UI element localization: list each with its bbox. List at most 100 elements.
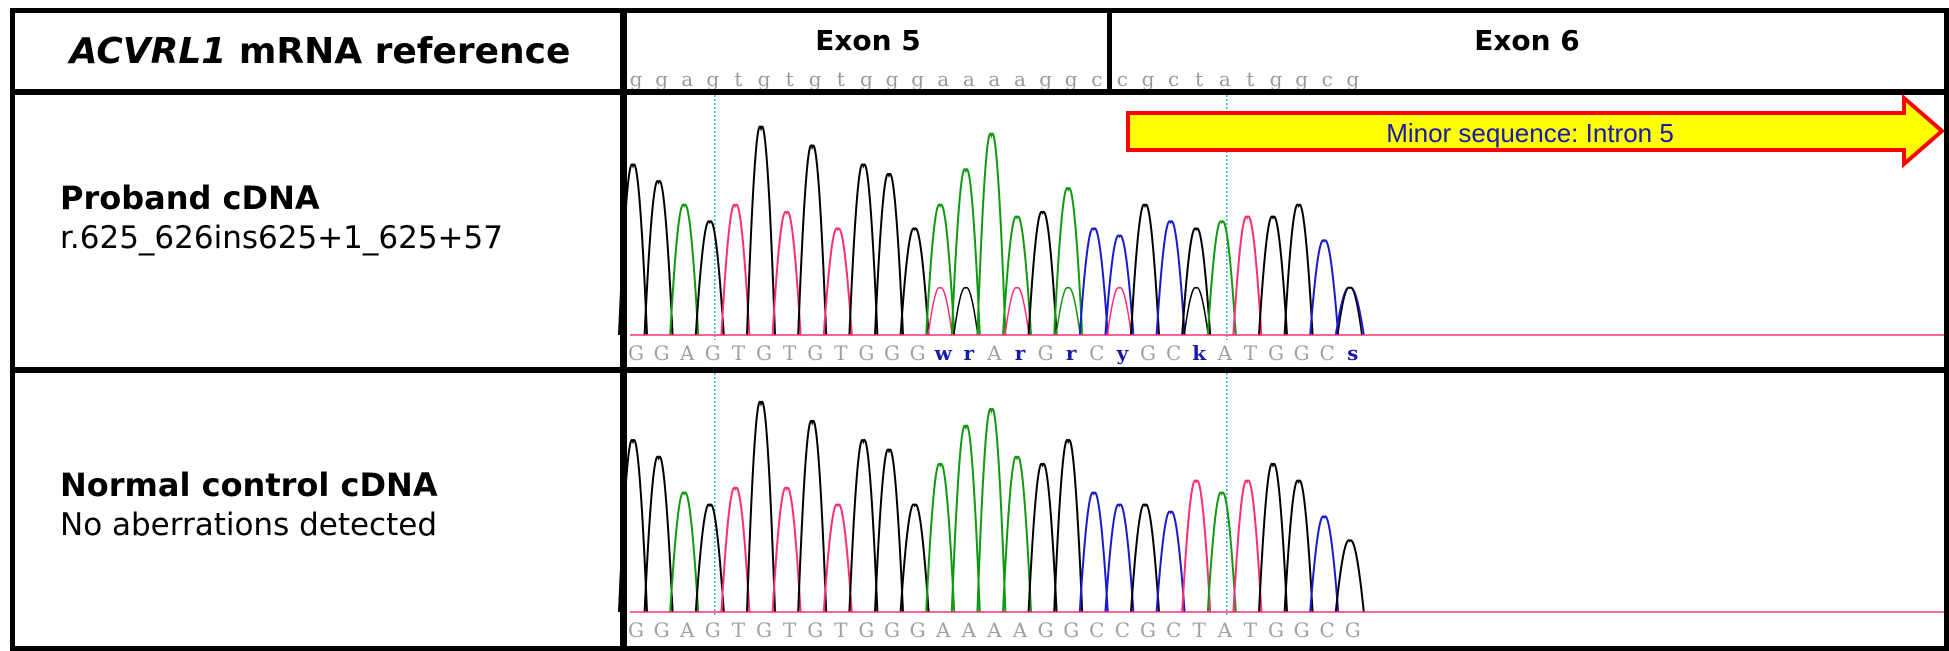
- base-call: C: [1320, 618, 1335, 642]
- exon-5-label: Exon 5: [815, 24, 921, 57]
- base-call: C: [1115, 618, 1130, 642]
- reference-base: a: [1219, 67, 1231, 91]
- base-call: A: [935, 618, 951, 642]
- reference-title: ACVRL1 mRNA reference: [14, 10, 626, 93]
- table-border-top: [12, 8, 1949, 13]
- chromatogram-peak: [669, 203, 700, 336]
- reference-base: g: [886, 67, 899, 91]
- chromatogram-peak: [746, 125, 776, 336]
- base-call: T: [1244, 618, 1258, 642]
- reference-base: c: [1091, 67, 1102, 91]
- reference-title-text: mRNA reference: [226, 31, 571, 72]
- base-call: G: [1140, 618, 1156, 642]
- chromatogram-peak: [1258, 215, 1288, 336]
- chromatogram-peak: [1155, 220, 1186, 336]
- chromatogram-peak: [950, 424, 981, 613]
- chromatogram-peak: [1181, 227, 1212, 336]
- chromatogram-peak: [1078, 491, 1109, 613]
- base-call: s: [1347, 341, 1358, 365]
- chromatogram-peak: [1206, 491, 1237, 613]
- chromatogram-peak: [1155, 510, 1186, 613]
- base-call: G: [1063, 618, 1079, 642]
- chromatogram-peak: [925, 462, 956, 613]
- chromatogram-secondary-peak: [1055, 286, 1081, 336]
- base-call: T: [834, 618, 848, 642]
- reference-base: g: [655, 67, 668, 91]
- chromatogram-peak: [1283, 479, 1314, 613]
- base-call: T: [834, 341, 848, 365]
- reference-base: g: [1295, 67, 1308, 91]
- reference-base: t: [1246, 67, 1254, 91]
- chromatogram-peak: [643, 455, 674, 613]
- base-call: G: [884, 341, 900, 365]
- reference-base: a: [937, 67, 949, 91]
- chromatogram-peak: [669, 491, 700, 613]
- chromatogram-peak: [720, 203, 751, 336]
- base-call: G: [1294, 341, 1310, 365]
- base-call: G: [1038, 341, 1054, 365]
- chromatogram-peak: [848, 438, 879, 613]
- chromatogram-secondary-peak: [1337, 286, 1363, 336]
- chromatogram-peak: [1309, 239, 1340, 336]
- reference-base: g: [1270, 67, 1283, 91]
- reference-base: a: [988, 67, 1000, 91]
- base-call: G: [910, 618, 926, 642]
- reference-base: a: [1014, 67, 1026, 91]
- reference-base: t: [734, 67, 742, 91]
- chromatogram-peak: [771, 486, 802, 613]
- proband-variant: r.625_626ins625+1_625+57: [60, 220, 503, 256]
- base-call: G: [1294, 618, 1310, 642]
- base-call: G: [1268, 618, 1284, 642]
- chromatogram-peak: [771, 210, 802, 336]
- control-title: Normal control cDNA: [60, 466, 438, 504]
- base-call: G: [756, 341, 772, 365]
- chromatogram-peak: [1104, 503, 1135, 613]
- base-call: T: [1244, 341, 1258, 365]
- minor-sequence-arrow: [1126, 93, 1946, 169]
- base-call: r: [1015, 341, 1026, 365]
- base-call: A: [1012, 618, 1028, 642]
- chromatogram-peak: [1283, 203, 1314, 336]
- reference-base: g: [809, 67, 822, 91]
- base-call: w: [934, 341, 953, 365]
- chromatogram-peak: [643, 180, 674, 336]
- chromatogram-secondary-peak: [1106, 286, 1133, 336]
- base-call: G: [884, 618, 900, 642]
- base-call: r: [1066, 341, 1077, 365]
- chromatogram-peak: [874, 172, 904, 336]
- table-border-middle: [12, 367, 1949, 373]
- chromatogram-peak: [950, 168, 981, 336]
- base-call: T: [732, 618, 746, 642]
- base-call: r: [964, 341, 975, 365]
- base-call: A: [679, 618, 695, 642]
- table-border-divider: [620, 8, 627, 651]
- table-border-header: [12, 89, 1949, 95]
- reference-base: t: [837, 67, 845, 91]
- table-border-bottom: [12, 646, 1949, 651]
- reference-base: a: [681, 67, 693, 91]
- reference-base: g: [860, 67, 873, 91]
- chromatogram-peak: [1027, 210, 1058, 336]
- base-call: y: [1116, 341, 1130, 365]
- chromatogram-peak: [899, 227, 930, 336]
- base-call: A: [961, 618, 977, 642]
- chromatogram-secondary-peak: [953, 286, 979, 336]
- reference-base: g: [1142, 67, 1155, 91]
- reference-base: g: [630, 67, 643, 91]
- chromatogram-peak: [797, 144, 828, 336]
- chromatogram-peak: [1181, 479, 1212, 613]
- reference-base: g: [758, 67, 771, 91]
- base-call: T: [783, 341, 797, 365]
- base-call: G: [628, 341, 644, 365]
- base-call: G: [654, 341, 670, 365]
- reference-base: g: [1039, 67, 1052, 91]
- base-call: C: [1089, 618, 1104, 642]
- base-call: A: [679, 341, 695, 365]
- chromatogram-peak: [1232, 479, 1263, 613]
- chromatogram-peak: [1334, 539, 1365, 613]
- proband-title: Proband cDNA: [60, 179, 320, 217]
- table-border-left: [10, 8, 15, 651]
- base-call: G: [910, 341, 926, 365]
- chromatogram-peak: [1130, 503, 1160, 613]
- control-description: No aberrations detected: [60, 507, 438, 543]
